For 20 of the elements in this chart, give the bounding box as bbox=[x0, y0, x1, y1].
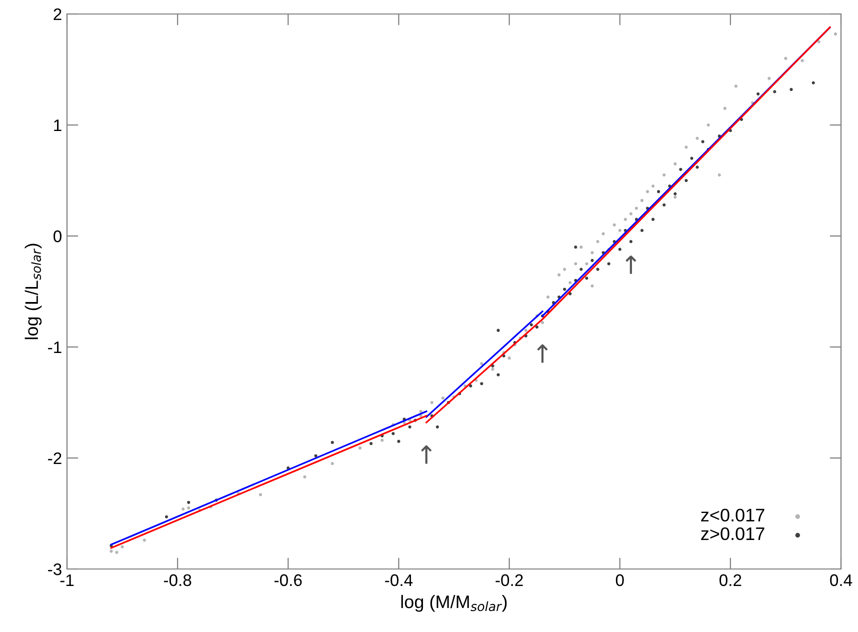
y-tick-label: 2 bbox=[54, 8, 62, 20]
y-tick-label: 0 bbox=[54, 230, 62, 242]
x-tick-label: -0.6 bbox=[274, 574, 302, 586]
legend-label: z<0.017 bbox=[701, 508, 764, 522]
x-tick-label: 0 bbox=[616, 574, 624, 586]
x-tick-label: -0.4 bbox=[385, 574, 413, 586]
y-axis-title: log (L/L$_{solar}$) bbox=[24, 244, 42, 340]
y-tick-label: -3 bbox=[48, 563, 62, 576]
y-tick-label: -2 bbox=[48, 452, 62, 464]
x-tick-label: -0.2 bbox=[496, 574, 523, 586]
x-tick-label: 0.2 bbox=[719, 574, 742, 586]
annotation: ↑ bbox=[537, 344, 548, 363]
legend-label: z>0.017 bbox=[701, 527, 764, 540]
annotation: ↑ bbox=[626, 256, 636, 274]
y-tick-label: -1 bbox=[48, 342, 62, 354]
annotation: ↑ bbox=[420, 445, 432, 464]
x-tick-label: -0.8 bbox=[164, 574, 192, 586]
x-tick-label: 0.4 bbox=[830, 574, 852, 586]
y-tick-label: 1 bbox=[54, 120, 62, 132]
x-axis-title: log (M/M$_{solar}$) bbox=[401, 594, 507, 612]
